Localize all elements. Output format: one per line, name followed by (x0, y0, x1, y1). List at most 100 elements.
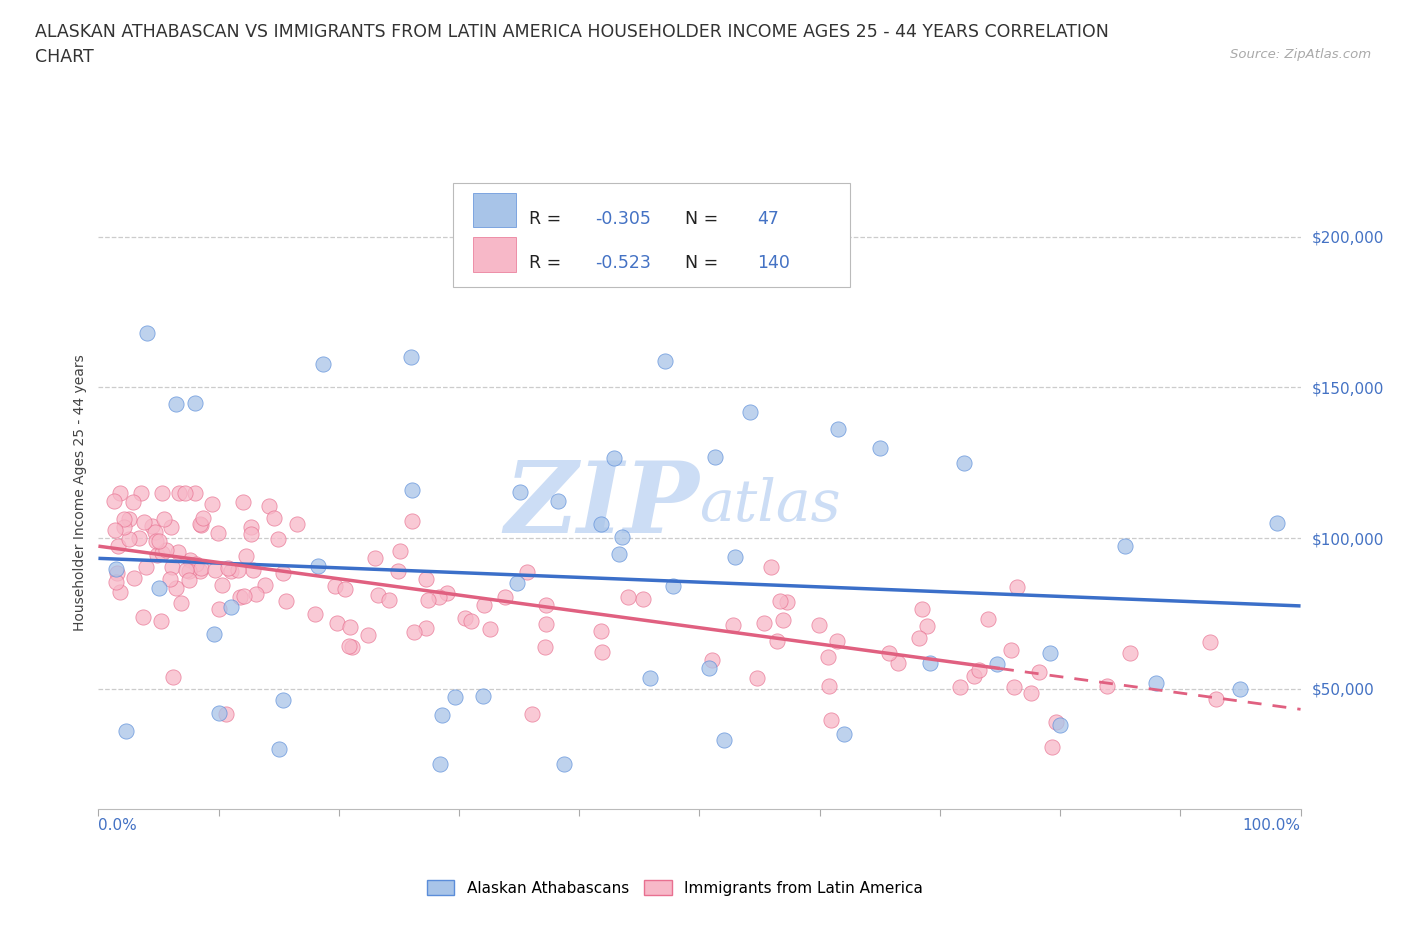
Point (229, 590, 252, 604)
Point (118, 512, 141, 526)
Point (1000, 643, 1022, 658)
Point (118, 532, 141, 547)
Point (631, 591, 654, 606)
Point (232, 494, 254, 509)
Text: 140: 140 (758, 255, 790, 272)
Point (415, 572, 437, 587)
Point (547, 493, 569, 508)
Point (832, 726, 855, 741)
Point (190, 560, 212, 575)
Point (533, 640, 555, 655)
Point (141, 519, 163, 534)
Point (357, 628, 380, 643)
Point (721, 618, 744, 632)
Point (202, 627, 225, 642)
Point (312, 356, 335, 371)
Point (129, 485, 152, 500)
Point (188, 564, 211, 578)
Point (908, 631, 931, 645)
Point (217, 561, 239, 576)
Point (1114, 538, 1136, 553)
Point (509, 485, 531, 499)
Point (240, 519, 263, 534)
Point (103, 494, 125, 509)
Point (963, 669, 986, 684)
Point (769, 593, 792, 608)
Point (276, 593, 298, 608)
Point (453, 611, 475, 626)
Point (827, 422, 849, 437)
Point (401, 513, 423, 528)
Legend: Alaskan Athabascans, Immigrants from Latin America: Alaskan Athabascans, Immigrants from Lat… (420, 873, 929, 902)
Point (170, 596, 193, 611)
Point (589, 516, 612, 531)
Point (1028, 664, 1050, 679)
Point (108, 485, 131, 500)
Point (817, 649, 839, 664)
Point (148, 580, 170, 595)
Point (114, 724, 136, 738)
Point (122, 571, 145, 586)
Point (267, 531, 290, 546)
Point (207, 602, 229, 617)
Point (219, 564, 242, 578)
Point (177, 572, 200, 587)
Point (661, 578, 683, 593)
Point (589, 623, 612, 638)
Point (337, 638, 360, 653)
Point (183, 485, 205, 500)
Point (211, 578, 233, 592)
Point (104, 523, 127, 538)
Text: CHART: CHART (35, 48, 94, 66)
Point (516, 565, 538, 579)
Point (105, 561, 128, 576)
Point (340, 640, 363, 655)
Point (188, 516, 211, 531)
Point (1007, 579, 1029, 594)
Point (190, 517, 212, 532)
Point (104, 575, 127, 590)
Point (235, 549, 257, 564)
Point (132, 609, 155, 624)
Point (162, 670, 184, 684)
Point (214, 706, 236, 721)
Point (1040, 739, 1063, 754)
Point (460, 614, 482, 629)
Point (436, 585, 458, 600)
Point (112, 512, 135, 526)
Point (977, 611, 1000, 626)
Point (150, 546, 173, 561)
Text: Source: ZipAtlas.com: Source: ZipAtlas.com (1230, 48, 1371, 61)
Point (335, 581, 357, 596)
Point (186, 557, 208, 572)
Point (759, 559, 782, 574)
Point (201, 497, 224, 512)
Point (179, 552, 201, 567)
Point (160, 520, 183, 535)
Point (1199, 634, 1222, 649)
Point (607, 547, 630, 562)
Point (160, 560, 183, 575)
Point (1002, 679, 1025, 694)
Point (152, 512, 174, 526)
Text: atlas: atlas (699, 477, 841, 534)
Text: -0.523: -0.523 (595, 255, 651, 272)
Point (700, 652, 723, 667)
Point (107, 538, 129, 553)
Text: ALASKAN ATHABASCAN VS IMMIGRANTS FROM LATIN AMERICA HOUSEHOLDER INCOME AGES 25 -: ALASKAN ATHABASCAN VS IMMIGRANTS FROM LA… (35, 23, 1109, 41)
Point (135, 326, 157, 340)
Point (367, 587, 389, 602)
Point (121, 495, 143, 510)
Point (259, 498, 281, 513)
Point (271, 693, 294, 708)
Text: N =: N = (685, 210, 724, 228)
Point (553, 756, 575, 771)
Point (444, 690, 467, 705)
Text: R =: R = (529, 210, 567, 228)
Text: N =: N = (685, 255, 724, 272)
Point (177, 563, 200, 578)
Point (429, 756, 451, 771)
Point (1045, 715, 1067, 730)
Point (603, 450, 626, 465)
Point (174, 485, 197, 500)
